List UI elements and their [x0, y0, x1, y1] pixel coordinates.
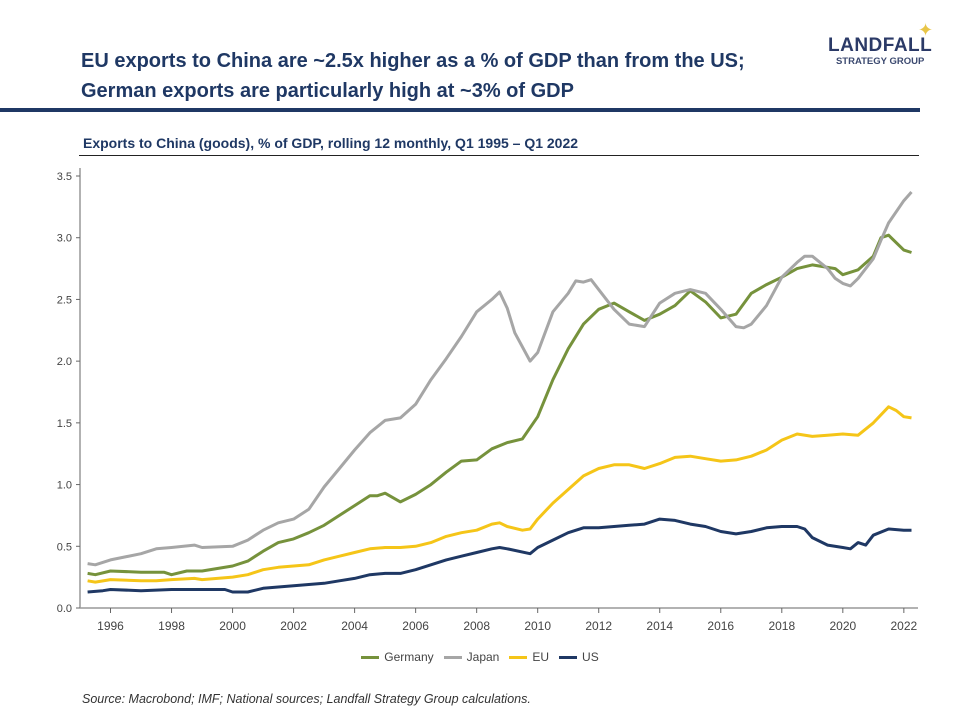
x-tick-label: 2022 [890, 619, 917, 633]
y-tick-label: 3.5 [57, 171, 72, 183]
chart-legend: Germany Japan EU US [0, 650, 960, 664]
legend-item-germany: Germany [361, 650, 434, 664]
legend-item-eu: EU [509, 650, 549, 664]
y-tick-label: 2.5 [57, 294, 72, 306]
legend-label: EU [532, 650, 550, 664]
legend-swatch [361, 655, 380, 659]
legend-label: Japan [466, 650, 500, 664]
chart-title-underline [79, 155, 919, 156]
chart-title: Exports to China (goods), % of GDP, roll… [83, 135, 579, 151]
x-tick-label: 2000 [219, 619, 246, 633]
x-tick-label: 2020 [829, 619, 856, 633]
y-tick-label: 0.0 [57, 603, 72, 615]
x-tick-label: 2014 [646, 619, 673, 633]
x-tick-label: 2008 [463, 619, 490, 633]
y-tick-label: 2.0 [57, 356, 72, 368]
legend-item-us: US [559, 650, 599, 664]
y-tick-label: 3.0 [57, 233, 72, 245]
slide-title: EU exports to China are ~2.5x higher as … [81, 46, 745, 106]
logo-sub-text: STRATEGY GROUP [835, 56, 925, 67]
legend-swatch [443, 655, 462, 659]
title-divider [0, 108, 920, 112]
source-note: Source: Macrobond; IMF; National sources… [82, 692, 531, 706]
legend-swatch [559, 655, 578, 659]
x-tick-label: 2006 [402, 619, 429, 633]
series-line-germany [87, 233, 912, 577]
y-tick-label: 0.5 [57, 541, 72, 553]
x-tick-label: 2002 [280, 619, 307, 633]
legend-label: Germany [384, 650, 434, 664]
series-line-us [87, 517, 912, 594]
x-tick-label: 2010 [524, 619, 551, 633]
title-line-2: German exports are particularly high at … [81, 80, 574, 102]
x-tick-label: 1996 [97, 619, 124, 633]
legend-item-japan: Japan [443, 650, 500, 664]
x-tick-label: 2004 [341, 619, 368, 633]
legend-swatch [509, 655, 528, 659]
title-line-1: EU exports to China are ~2.5x higher as … [81, 50, 745, 72]
series-line-eu [87, 405, 912, 584]
logo-main-text: LANDFALL [828, 35, 933, 56]
y-tick-label: 1.5 [57, 418, 72, 430]
x-tick-label: 1998 [158, 619, 185, 633]
sparkle-star-icon: ✦ [918, 20, 934, 40]
y-tick-label: 1.0 [57, 480, 72, 492]
x-tick-label: 2012 [585, 619, 612, 633]
x-tick-label: 2016 [707, 619, 734, 633]
landfall-logo: LANDFALL STRATEGY GROUP [828, 36, 932, 68]
x-tick-label: 2018 [768, 619, 795, 633]
series-line-japan [87, 191, 913, 567]
legend-label: US [582, 650, 599, 664]
